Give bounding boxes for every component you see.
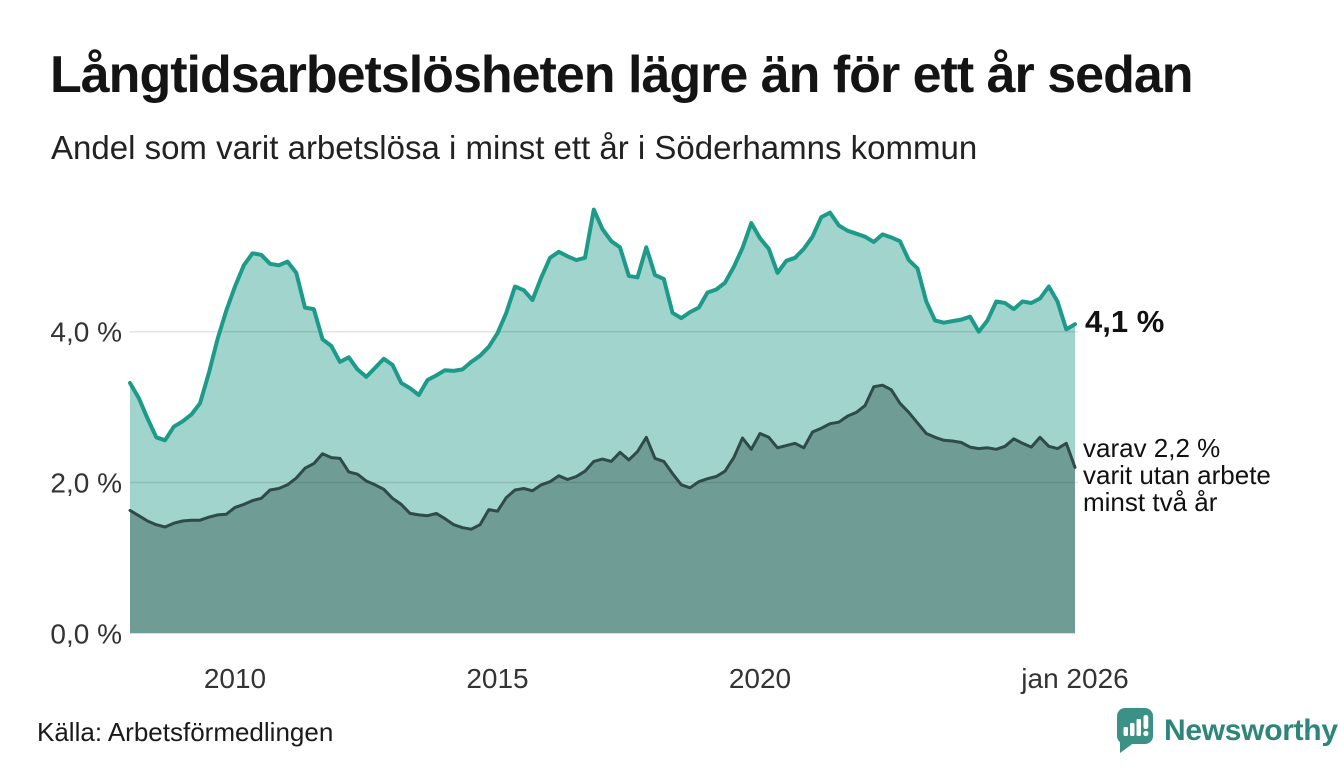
y-tick-label: 2,0 % bbox=[50, 468, 122, 499]
x-tick-label: jan 2026 bbox=[1020, 663, 1128, 694]
y-tick-label: 4,0 % bbox=[50, 317, 122, 348]
newsworthy-icon bbox=[1117, 708, 1153, 753]
annotation-line-1: varav 2,2 % bbox=[1083, 433, 1221, 463]
two-year-annotation: varav 2,2 % varit utan arbete minst två … bbox=[1083, 435, 1271, 516]
area-two-years bbox=[130, 385, 1075, 634]
line-two-years bbox=[128, 383, 1077, 531]
newsworthy-logo[interactable]: Newsworthy bbox=[1116, 708, 1338, 754]
annotation-line-3: minst två år bbox=[1083, 487, 1218, 517]
latest-value-label: 4,1 % bbox=[1085, 304, 1165, 339]
x-tick-label: 2015 bbox=[466, 663, 528, 694]
x-tick-label: 2020 bbox=[729, 663, 791, 694]
line-total bbox=[128, 207, 1077, 443]
newsworthy-logo-text: Newsworthy bbox=[1164, 714, 1338, 747]
source-note: Källa: Arbetsförmedlingen bbox=[37, 717, 334, 747]
chart-subtitle: Andel som varit arbetslösa i minst ett å… bbox=[51, 129, 978, 166]
x-tick-label: 2010 bbox=[204, 663, 266, 694]
page-title: Långtidsarbetslösheten lägre än för ett … bbox=[50, 46, 1194, 104]
y-tick-label: 0,0 % bbox=[50, 618, 122, 649]
annotation-line-2: varit utan arbete bbox=[1083, 460, 1271, 490]
